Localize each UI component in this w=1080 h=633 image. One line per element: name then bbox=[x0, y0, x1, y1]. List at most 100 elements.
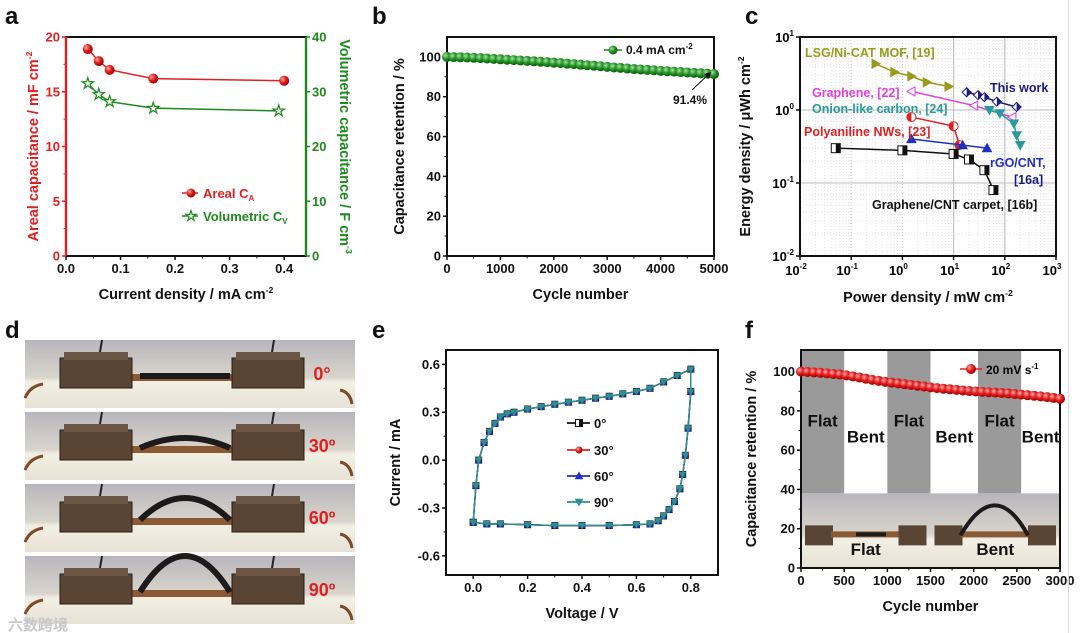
x-tick-label: 0.3 bbox=[221, 261, 239, 276]
data-point bbox=[907, 70, 917, 82]
data-point bbox=[871, 58, 882, 70]
data-point-fill bbox=[966, 87, 972, 97]
data-point bbox=[482, 521, 491, 528]
data-point bbox=[1011, 131, 1022, 141]
x-tick-label: 101 bbox=[940, 262, 959, 278]
y2-tick-label: 20 bbox=[312, 139, 326, 154]
series-cv-2 bbox=[469, 365, 695, 529]
series-retention bbox=[796, 366, 1065, 404]
data-point-fill bbox=[984, 165, 989, 175]
y-axis-label-sup: -2 bbox=[24, 51, 34, 59]
clamp-top bbox=[236, 352, 300, 360]
series-line bbox=[911, 138, 988, 149]
series-line bbox=[87, 83, 279, 112]
x-axis-label: Voltage / V bbox=[545, 606, 618, 622]
x-axis-label-sup: -2 bbox=[266, 285, 274, 295]
data-point bbox=[968, 100, 979, 111]
data-point bbox=[890, 66, 900, 78]
panel-label-c: c bbox=[745, 3, 758, 30]
legend-marker bbox=[575, 446, 583, 454]
data-point bbox=[491, 420, 499, 428]
data-point-fill bbox=[996, 97, 1002, 107]
x-axis-label-text: Voltage / V bbox=[545, 606, 618, 622]
legend-label: 60° bbox=[594, 469, 614, 484]
y-axis-label: Capacitance retention / % bbox=[744, 371, 760, 548]
data-point bbox=[709, 69, 719, 80]
clamp-block bbox=[1028, 525, 1056, 546]
panel-label-d: d bbox=[5, 317, 20, 344]
data-point bbox=[646, 385, 654, 393]
data-point bbox=[474, 457, 483, 465]
y-axis-label-text: Areal capacitance / mF cm bbox=[26, 59, 42, 241]
grid bbox=[799, 37, 1056, 257]
x-tick-label: 100 bbox=[889, 262, 908, 278]
x-tick-label: 2000 bbox=[539, 261, 568, 276]
y-tick-label: 0 bbox=[53, 249, 60, 264]
data-point bbox=[605, 393, 614, 401]
band-label: Flat bbox=[807, 412, 838, 431]
data-point bbox=[91, 86, 107, 101]
data-point bbox=[510, 409, 518, 417]
y-axis-label-text: Capacitance retention / % bbox=[392, 58, 408, 235]
data-point bbox=[102, 93, 118, 109]
y-tick-label: 0.3 bbox=[422, 405, 440, 420]
y-tick-label: 80 bbox=[781, 403, 795, 418]
y2-axis-label: Volumetric capacitance / F cm-3 bbox=[336, 39, 354, 254]
data-point bbox=[1006, 111, 1017, 123]
clamp-block bbox=[231, 357, 305, 389]
x-tick-label: 0.2 bbox=[166, 261, 184, 276]
x-axis-label: Power density / mW cm-2 bbox=[843, 288, 1013, 306]
x-tick-label: 0.8 bbox=[682, 580, 700, 595]
divider bbox=[1068, 0, 1069, 633]
data-point bbox=[659, 379, 668, 386]
device-film bbox=[137, 553, 233, 594]
panel-label-e: e bbox=[372, 317, 385, 344]
y-axis-label: Capacitance retention / % bbox=[392, 58, 408, 235]
data-point bbox=[659, 513, 668, 520]
band-label: Bent bbox=[935, 427, 973, 446]
y-tick-label: 0 bbox=[788, 561, 795, 576]
data-point bbox=[591, 395, 600, 403]
clamp-top bbox=[236, 424, 300, 432]
legend-label: 30° bbox=[594, 443, 614, 458]
series-cv-1 bbox=[470, 366, 694, 529]
data-point-fill bbox=[906, 112, 912, 122]
legend-marker-fill bbox=[579, 419, 583, 427]
film-edge bbox=[23, 382, 44, 399]
data-point-fill bbox=[835, 143, 841, 153]
film-edge bbox=[339, 532, 354, 549]
series-0 bbox=[871, 58, 955, 92]
data-point bbox=[632, 388, 641, 396]
legend-marker bbox=[574, 498, 584, 507]
film-edge bbox=[339, 460, 354, 477]
x-tick-label: 0.0 bbox=[57, 261, 75, 276]
y-axis-label-text: Current / mA bbox=[388, 418, 404, 506]
x-tick-label: 102 bbox=[991, 262, 1010, 278]
film-edge bbox=[23, 598, 44, 615]
clamp-screw bbox=[99, 555, 103, 569]
data-point bbox=[984, 105, 995, 116]
y2-tick-label: 30 bbox=[312, 84, 326, 99]
data-point bbox=[1008, 119, 1020, 130]
y-axis-label: Areal capacitance / mF cm-2 bbox=[24, 51, 42, 241]
y-tick-label: 60 bbox=[427, 129, 441, 144]
y-tick-label: 0 bbox=[434, 249, 441, 264]
legend-label: 90° bbox=[594, 495, 614, 510]
flat-band bbox=[977, 350, 1022, 494]
annotation-label: 91.4% bbox=[673, 93, 707, 107]
legend-label: Volumetric CV bbox=[203, 209, 288, 226]
y-tick-label: 100 bbox=[419, 49, 441, 64]
x-axis-label-text: Current density / mA cm bbox=[99, 287, 266, 303]
y-tick-label: 60 bbox=[781, 443, 795, 458]
clamp-block bbox=[934, 525, 963, 546]
x-axis-label-sup: -2 bbox=[1005, 288, 1013, 298]
y-tick-label: 5 bbox=[53, 194, 60, 209]
series-6 bbox=[830, 143, 999, 196]
x-tick-label: 10-2 bbox=[785, 262, 807, 278]
x-tick-label: 1500 bbox=[916, 573, 945, 588]
substrate bbox=[120, 590, 250, 597]
x-tick-label: 0.1 bbox=[112, 261, 130, 276]
legend-sub: V bbox=[282, 217, 288, 226]
data-point bbox=[564, 399, 573, 407]
